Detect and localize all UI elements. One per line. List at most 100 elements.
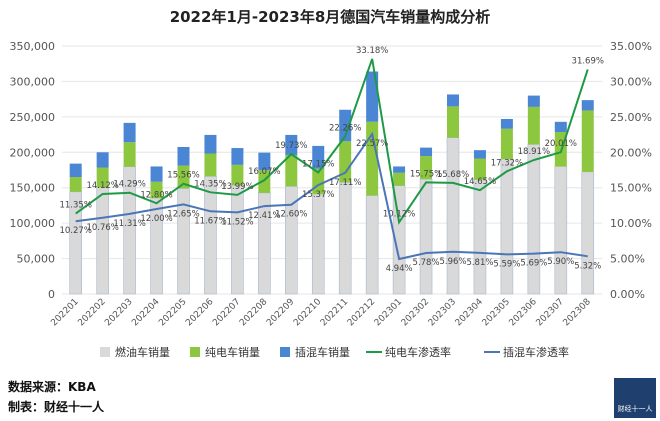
- bar-phev: [420, 147, 433, 157]
- bar-phev: [366, 71, 379, 122]
- bar-fuel: [231, 184, 244, 295]
- bar-bev: [123, 142, 136, 167]
- data-label: 5.81%: [466, 258, 493, 268]
- bar-fuel: [96, 187, 109, 295]
- right-axis-tick: 30.00%: [610, 75, 652, 88]
- data-label: 11.67%: [194, 216, 226, 226]
- bar-fuel: [500, 158, 514, 295]
- chart-title: 2022年1月-2023年8月德国汽车销量构成分析: [170, 8, 491, 26]
- bar-bev: [150, 181, 163, 199]
- x-tick-label: 202207: [211, 297, 242, 328]
- bar-fuel: [446, 137, 460, 295]
- data-label: 4.94%: [386, 264, 413, 274]
- bar-phev: [204, 134, 217, 154]
- bar-phev: [339, 109, 352, 142]
- data-label: 33.18%: [356, 46, 388, 56]
- data-label: 10.27%: [59, 226, 91, 236]
- bar-fuel: [419, 178, 433, 295]
- bar-phev: [581, 100, 594, 111]
- legend-swatch: [190, 347, 200, 357]
- bar-fuel: [581, 171, 595, 295]
- right-axis-tick: 20.00%: [610, 146, 652, 159]
- data-label: 12.65%: [167, 209, 199, 219]
- bar-phev: [177, 146, 190, 166]
- bar-bev: [447, 106, 459, 138]
- data-label: 17.15%: [302, 159, 334, 169]
- bar-fuel: [527, 144, 541, 295]
- data-label: 15.68%: [437, 170, 469, 180]
- bar-phev: [473, 150, 486, 159]
- chart: 2022年1月-2023年8月德国汽车销量构成分析 0 0.00% 50,000 5.…: [10, 8, 652, 359]
- bar-phev: [393, 166, 406, 173]
- bar-phev: [123, 122, 136, 143]
- bar-fuel: [473, 179, 487, 295]
- x-tick-label: 202307: [535, 297, 566, 328]
- bar-phev: [312, 145, 325, 169]
- bar-phev: [500, 118, 513, 129]
- data-label: 19.73%: [275, 141, 307, 151]
- bar-bev: [339, 141, 352, 183]
- legend-swatch: [100, 347, 110, 357]
- data-label: 15.75%: [410, 169, 442, 179]
- right-axis-tick: 5.00%: [610, 253, 645, 266]
- x-tick-label: 202210: [292, 297, 324, 329]
- phev-penetration-line: [75, 131, 588, 261]
- right-axis-tick: 10.00%: [610, 217, 652, 230]
- x-tick-label: 202208: [238, 297, 270, 329]
- data-label: 11.52%: [221, 217, 253, 227]
- bar-fuel: [150, 197, 163, 295]
- x-tick-label: 202204: [130, 297, 162, 329]
- data-label: 20.01%: [545, 139, 577, 149]
- legend-label: 燃油车销量: [115, 345, 170, 359]
- legend-label: 插混车销量: [295, 345, 350, 359]
- data-label: 13.99%: [221, 182, 253, 192]
- bar-phev: [527, 95, 540, 107]
- x-tick-label: 202305: [481, 297, 512, 328]
- legend-swatch: [280, 347, 290, 357]
- x-tick-label: 202212: [346, 297, 377, 328]
- x-tick-label: 202304: [454, 297, 486, 329]
- bar-bev: [231, 164, 244, 186]
- x-tick-label: 202301: [373, 297, 404, 328]
- bar-bev: [473, 158, 486, 180]
- data-label: 22.57%: [356, 139, 388, 149]
- bev-penetration-line: [75, 58, 589, 225]
- bar-fuel: [338, 182, 352, 295]
- x-tick-label: 202306: [508, 297, 540, 329]
- data-label: 11.35%: [59, 201, 91, 211]
- logo-text: 财经十一人: [617, 405, 653, 413]
- bar-phev: [447, 94, 459, 107]
- data-label: 12.60%: [275, 210, 307, 220]
- chart-maker: 制表：财经十一人: [8, 400, 105, 414]
- data-label: 5.32%: [574, 261, 601, 271]
- legend-label: 插混车渗透率: [503, 345, 569, 359]
- left-axis-tick: 100,000: [10, 217, 56, 230]
- x-tick-label: 202203: [103, 297, 134, 328]
- legend-label: 纯电车渗透率: [385, 345, 451, 359]
- right-axis-tick: 25.00%: [610, 111, 652, 124]
- left-axis-tick: 300,000: [10, 75, 56, 88]
- data-label: 12.80%: [140, 190, 172, 200]
- bar-bev: [581, 110, 594, 172]
- bar-phev: [285, 134, 298, 155]
- data-label: 10.76%: [86, 223, 118, 233]
- bar-fuel: [311, 193, 325, 295]
- x-tick-label: 202302: [400, 297, 431, 328]
- bar-bev: [96, 167, 109, 188]
- data-label: 5.90%: [547, 257, 574, 267]
- right-axis-tick: 35.00%: [610, 40, 652, 53]
- logo: 财经十一人: [614, 378, 656, 418]
- left-axis-tick: 0: [48, 288, 55, 301]
- data-label: 17.32%: [491, 158, 523, 168]
- bar-bev: [69, 177, 82, 192]
- bar-bev: [500, 128, 513, 160]
- left-axis-tick: 200,000: [10, 146, 56, 159]
- right-axis-tick: 0.00%: [610, 288, 645, 301]
- left-axis-tick: 250,000: [10, 111, 56, 124]
- data-label: 14.35%: [194, 179, 226, 189]
- bar-bev: [527, 106, 540, 145]
- bar-bev: [177, 165, 190, 189]
- data-label: 14.12%: [86, 181, 118, 191]
- data-label: 15.37%: [302, 190, 334, 200]
- x-tick-label: 202211: [319, 297, 350, 328]
